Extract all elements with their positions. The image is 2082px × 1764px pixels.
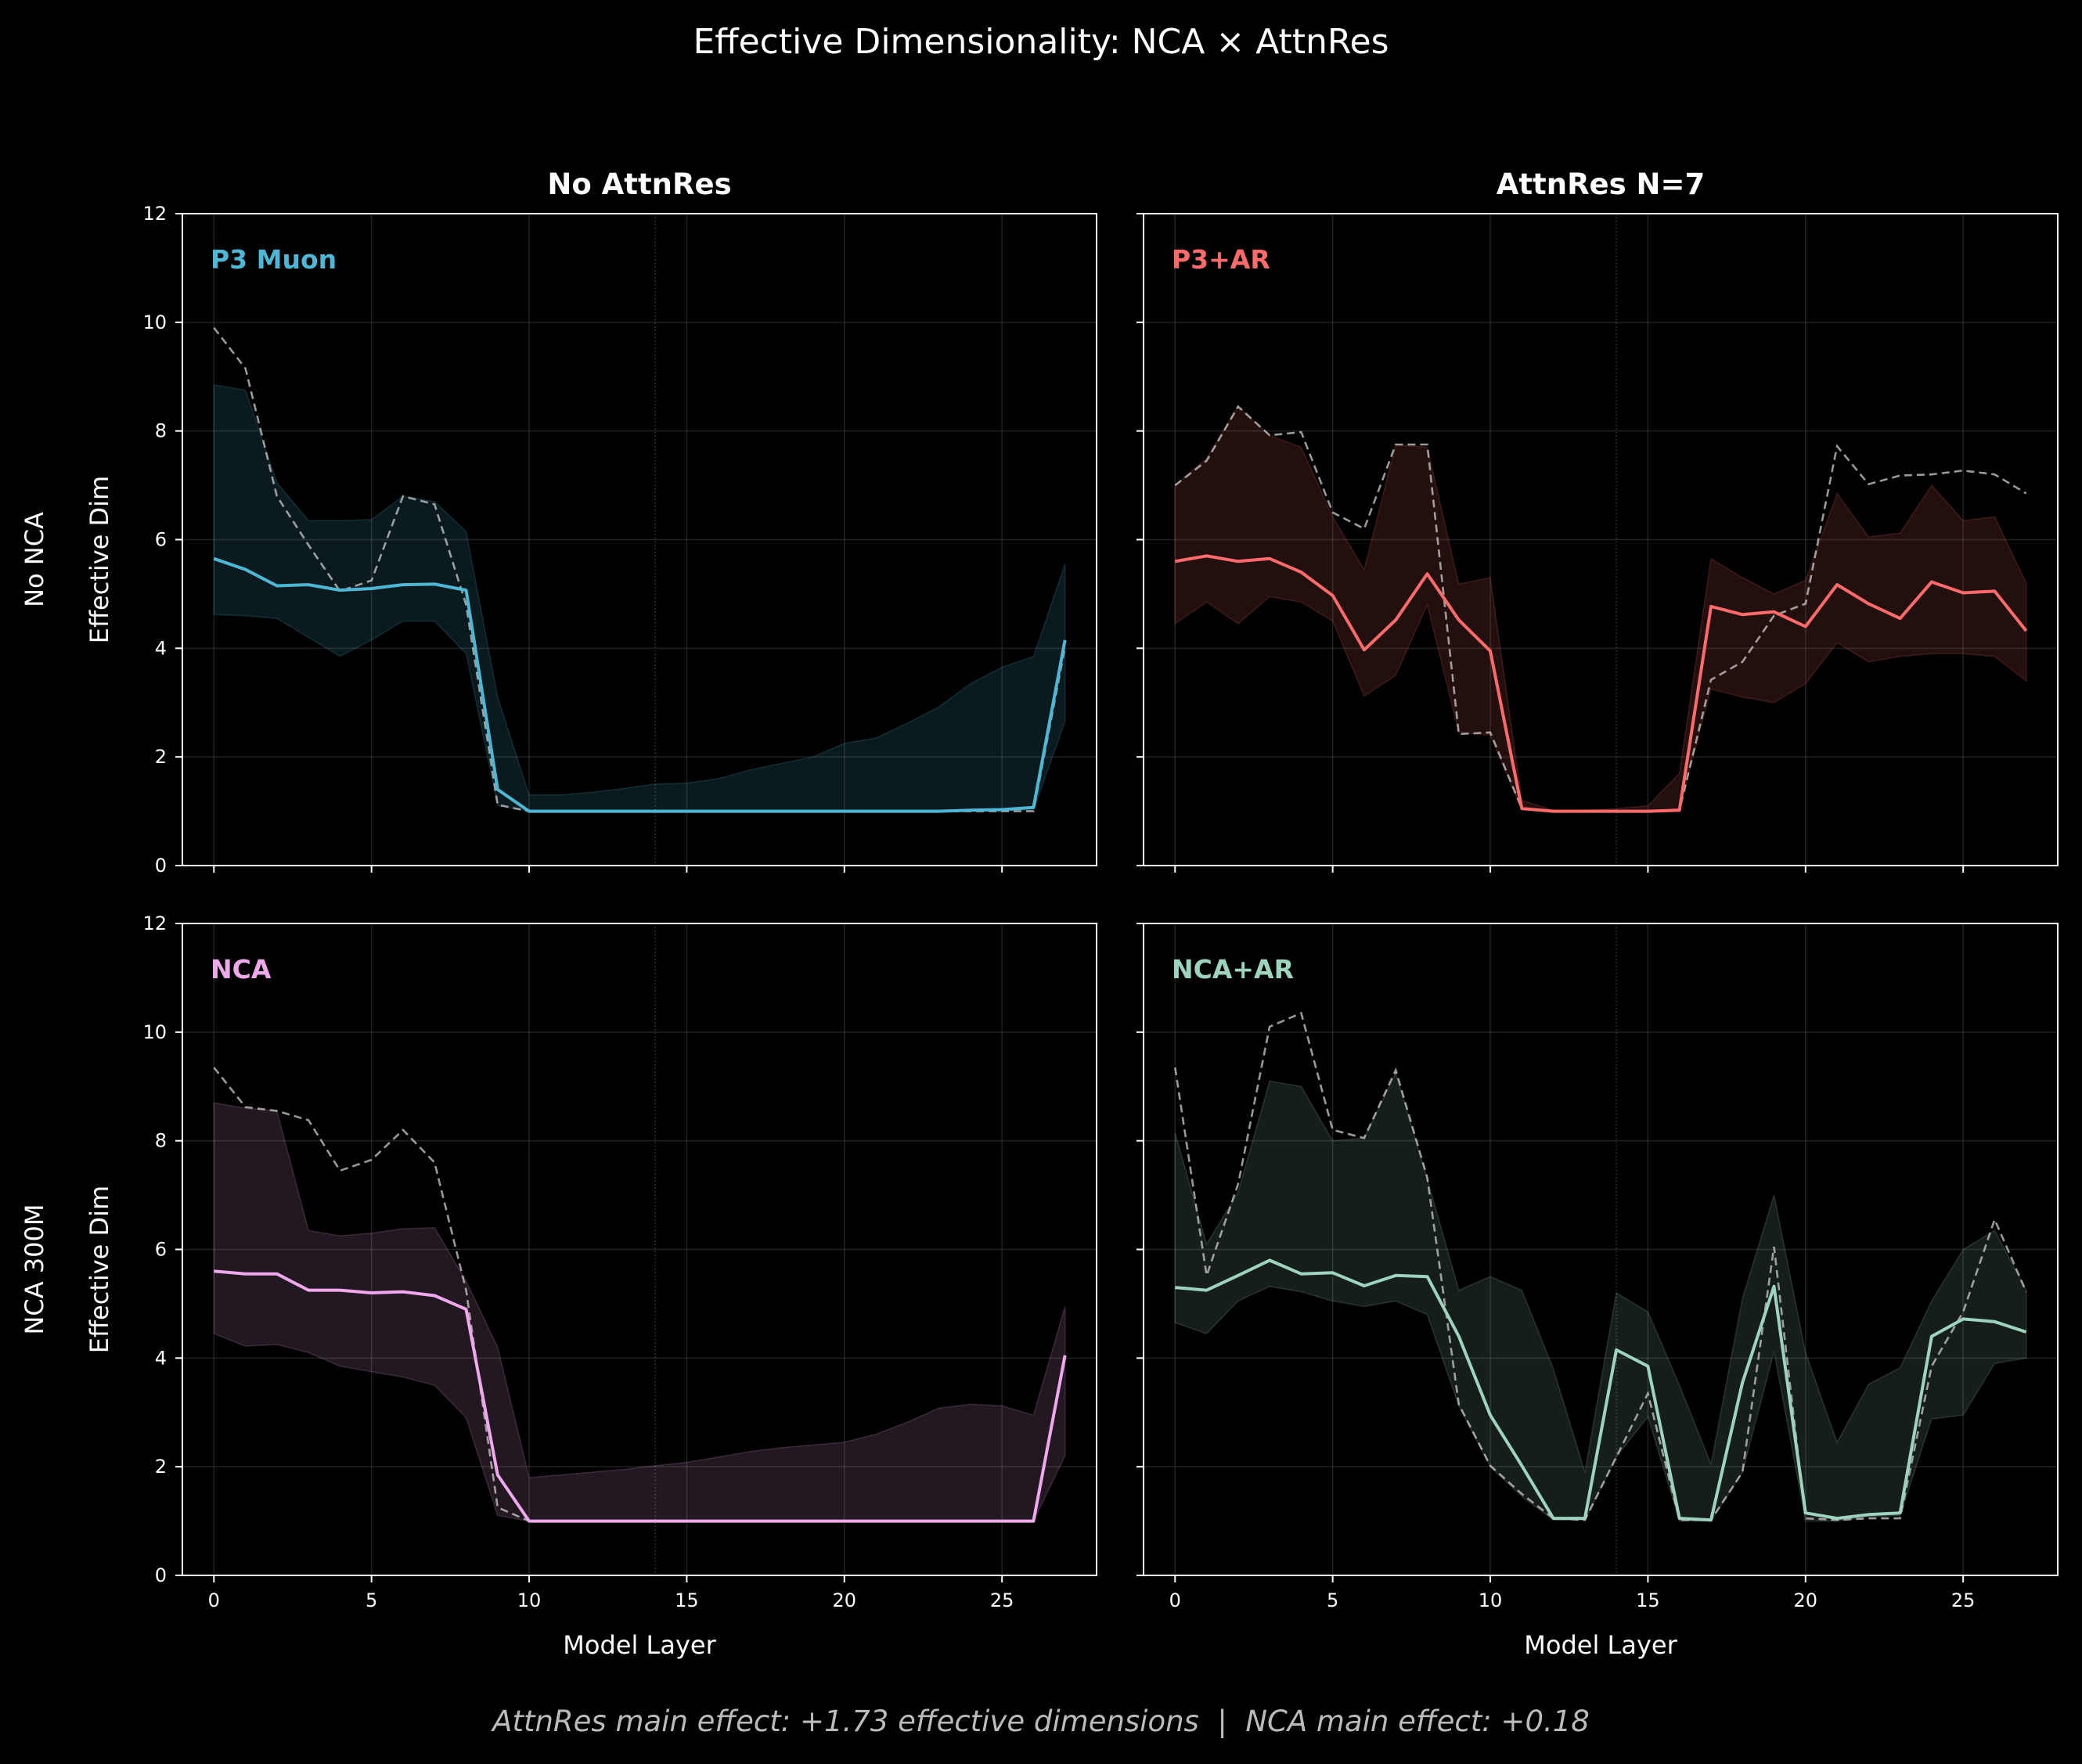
y-tick-label: 10 — [142, 311, 167, 333]
panel-nca: 0 5 10 15 20 25 0 2 4 6 8 10 12 NCA — [142, 913, 1097, 1611]
x-tick-label: 0 — [1169, 1589, 1181, 1611]
panel-label: NCA+AR — [1172, 954, 1294, 985]
y-tick-label: 6 — [155, 1239, 167, 1261]
y-tick-label: 12 — [142, 203, 167, 225]
figure-title: Effective Dimensionality: NCA × AttnRes — [693, 22, 1389, 62]
x-tick-label: 20 — [1794, 1589, 1818, 1611]
y-tick-label: 2 — [155, 746, 167, 768]
xlabel-left: Model Layer — [563, 1630, 716, 1660]
panel-p3-ar: P3+AR — [1136, 213, 2059, 873]
mean-line-p3-ar — [1174, 554, 2028, 813]
mean-line-p3-muon — [213, 556, 1067, 813]
y-tick-label: 6 — [155, 529, 167, 551]
x-tick-label: 5 — [366, 1589, 377, 1611]
x-tick-label: 15 — [1636, 1589, 1660, 1611]
band-nca-ar — [1174, 1071, 2027, 1522]
ylabel-bottom: Effective Dim — [85, 1186, 114, 1353]
band-p3-muon — [213, 383, 1066, 812]
y-tick-label: 0 — [155, 1564, 167, 1586]
panel-p3-muon: 0 2 4 6 8 10 12 P3 Muon — [142, 203, 1097, 877]
panel-label: NCA — [211, 954, 272, 985]
x-tick-label: 20 — [833, 1589, 857, 1611]
y-tick-label: 8 — [155, 1130, 167, 1152]
panels: 0 2 4 6 8 10 12 P3 Muon P3+AR 0 5 10 15 20 25 0 2 4 6 8 10 12… — [142, 203, 2059, 1611]
row-title-nca: NCA 300M — [20, 1204, 49, 1334]
mean-line-nca-ar — [1175, 1258, 2027, 1522]
panel-label: P3+AR — [1172, 244, 1270, 275]
panel-nca-ar: 0 5 10 15 20 25 NCA+AR — [1136, 923, 2059, 1611]
band-nca — [213, 1102, 1066, 1522]
x-tick-label: 5 — [1327, 1589, 1338, 1611]
y-tick-label: 4 — [155, 637, 167, 659]
column-title-no-attnres: No AttnRes — [547, 167, 731, 201]
x-tick-label: 15 — [675, 1589, 699, 1611]
x-tick-label: 0 — [208, 1589, 220, 1611]
band-p3-ar — [1174, 405, 2027, 812]
x-tick-label: 10 — [1479, 1589, 1503, 1611]
ylabel-top: Effective Dim — [85, 476, 114, 643]
y-tick-label: 10 — [142, 1021, 167, 1043]
row-title-no-nca: No NCA — [20, 512, 49, 607]
y-tick-label: 8 — [155, 420, 167, 442]
footer-note: AttnRes main effect: +1.73 effective dim… — [491, 1705, 1590, 1738]
y-tick-label: 0 — [155, 855, 167, 877]
y-tick-label: 2 — [155, 1456, 167, 1478]
dashed-line-nca-ar — [1174, 1011, 2027, 1521]
panel-label: P3 Muon — [211, 244, 337, 275]
x-tick-label: 25 — [1951, 1589, 1976, 1611]
x-tick-label: 25 — [990, 1589, 1014, 1611]
y-tick-label: 12 — [142, 913, 167, 934]
column-title-attnres: AttnRes N=7 — [1497, 167, 1706, 201]
y-tick-label: 4 — [155, 1347, 167, 1369]
xlabel-right: Model Layer — [1524, 1630, 1677, 1660]
x-tick-label: 10 — [517, 1589, 542, 1611]
mean-line-nca — [214, 1269, 1067, 1523]
